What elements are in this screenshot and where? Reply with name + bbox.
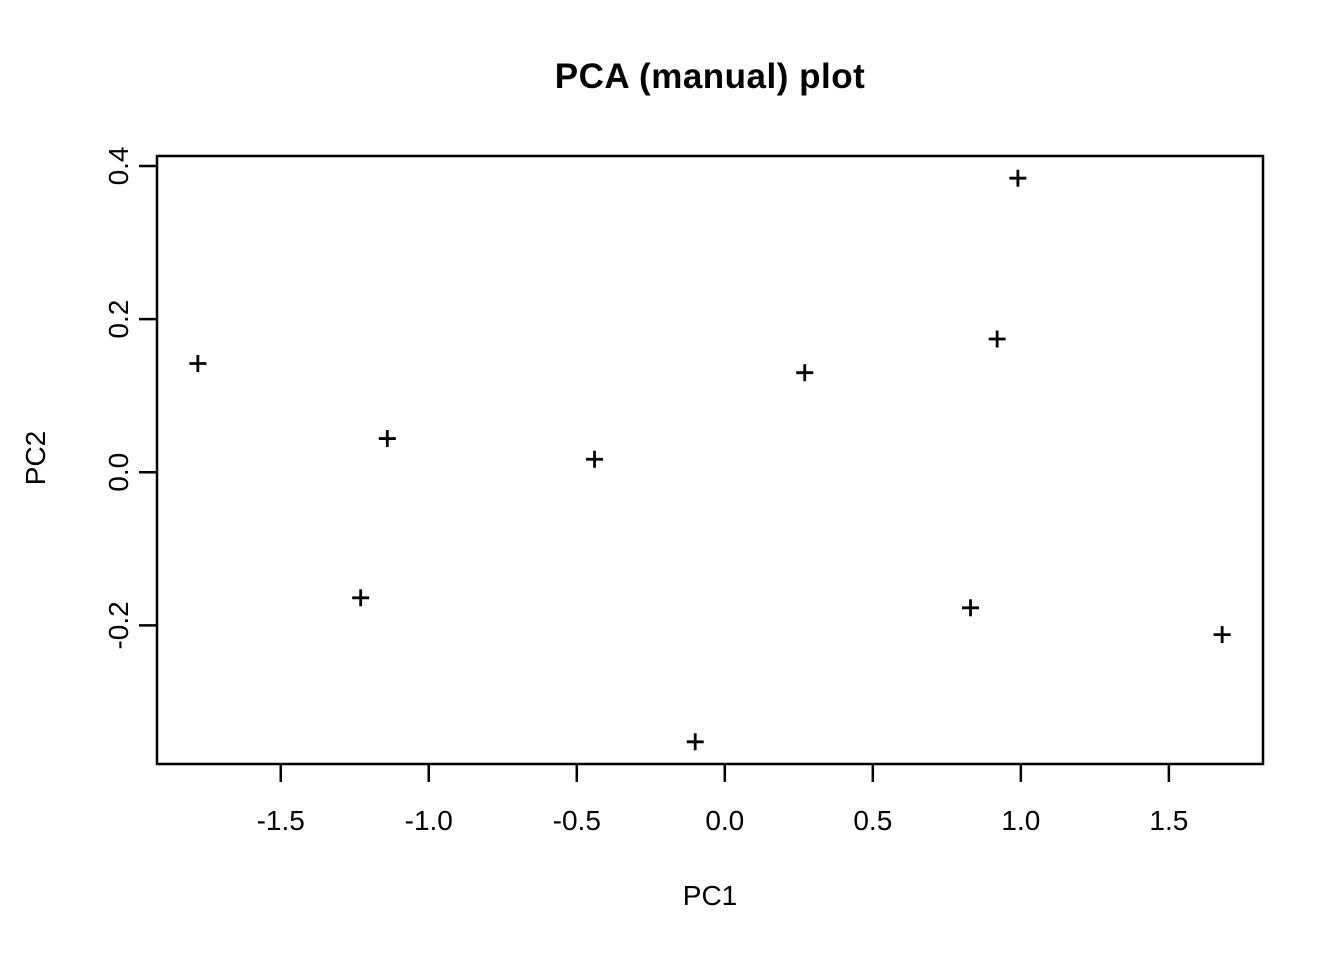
- y-axis-label: PC2: [20, 430, 51, 486]
- data-point: [988, 330, 1006, 348]
- x-tick-label: -0.5: [553, 805, 601, 836]
- y-tick-label: 0.0: [103, 453, 134, 492]
- x-tick-label: 0.0: [705, 805, 744, 836]
- plot-title: PCA (manual) plot: [554, 57, 866, 96]
- data-point: [352, 589, 370, 607]
- data-point: [796, 364, 814, 382]
- x-tick-label: 1.0: [1001, 805, 1040, 836]
- y-tick-label: 0.2: [103, 300, 134, 339]
- data-point: [586, 450, 604, 468]
- x-tick-label: 0.5: [853, 805, 892, 836]
- data-point: [686, 733, 704, 751]
- x-tick-label: 1.5: [1149, 805, 1188, 836]
- data-point: [378, 430, 396, 448]
- data-point: [189, 355, 207, 373]
- plot-border: [155, 154, 1265, 766]
- x-tick-label: -1.0: [405, 805, 453, 836]
- data-point: [1213, 626, 1231, 644]
- data-point: [962, 599, 980, 617]
- data-point: [1009, 169, 1027, 187]
- x-axis-label: PC1: [682, 880, 738, 911]
- y-tick-label: 0.4: [103, 146, 134, 185]
- x-tick-label: -1.5: [257, 805, 305, 836]
- y-tick-label: -0.2: [103, 601, 134, 649]
